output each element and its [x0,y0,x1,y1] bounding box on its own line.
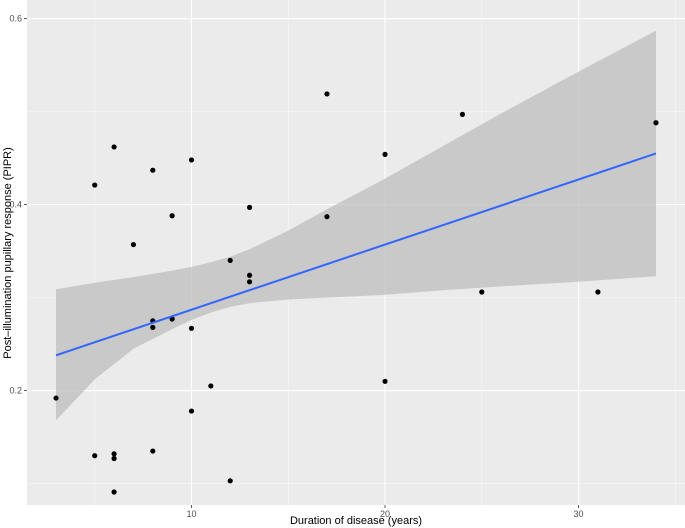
data-point [227,257,233,264]
data-point [92,453,98,459]
data-point [382,378,388,384]
data-point [653,120,659,126]
data-point [53,395,59,401]
data-point [382,151,388,157]
data-point [246,272,253,278]
y-tick-label: 0.2 [9,386,22,396]
data-point [169,213,175,219]
y-axis-title: Post–illumination pupillary response (PI… [2,147,14,359]
data-point [227,478,233,484]
data-point [92,182,98,188]
y-tick-label: 0.4 [9,200,22,210]
data-point [111,455,117,462]
data-point [188,157,195,163]
data-point [150,324,156,330]
data-point [150,167,156,173]
data-point [324,214,330,220]
data-point [188,408,195,414]
x-tick-label: 30 [574,509,584,519]
data-point [111,489,117,495]
data-point [111,451,117,457]
data-point [459,111,466,117]
confidence-band [56,30,656,421]
x-tick-label: 10 [186,509,196,519]
data-point [595,289,601,295]
data-point [130,241,137,248]
data-point [246,204,253,210]
data-point [150,448,156,454]
data-point [324,91,330,97]
x-tick-label: 20 [380,509,390,519]
y-tick-label: 0.6 [9,14,22,24]
data-point [479,289,485,295]
data-point [208,383,214,389]
x-axis-ticks: 10 20 30 [186,505,584,519]
data-point [188,325,195,331]
data-point [111,144,117,150]
data-point [246,279,253,285]
y-axis-ticks: 0.2 0.4 0.6 [9,14,27,396]
x-axis-title: Duration of disease (years) [290,515,422,527]
regression-line [55,152,657,357]
